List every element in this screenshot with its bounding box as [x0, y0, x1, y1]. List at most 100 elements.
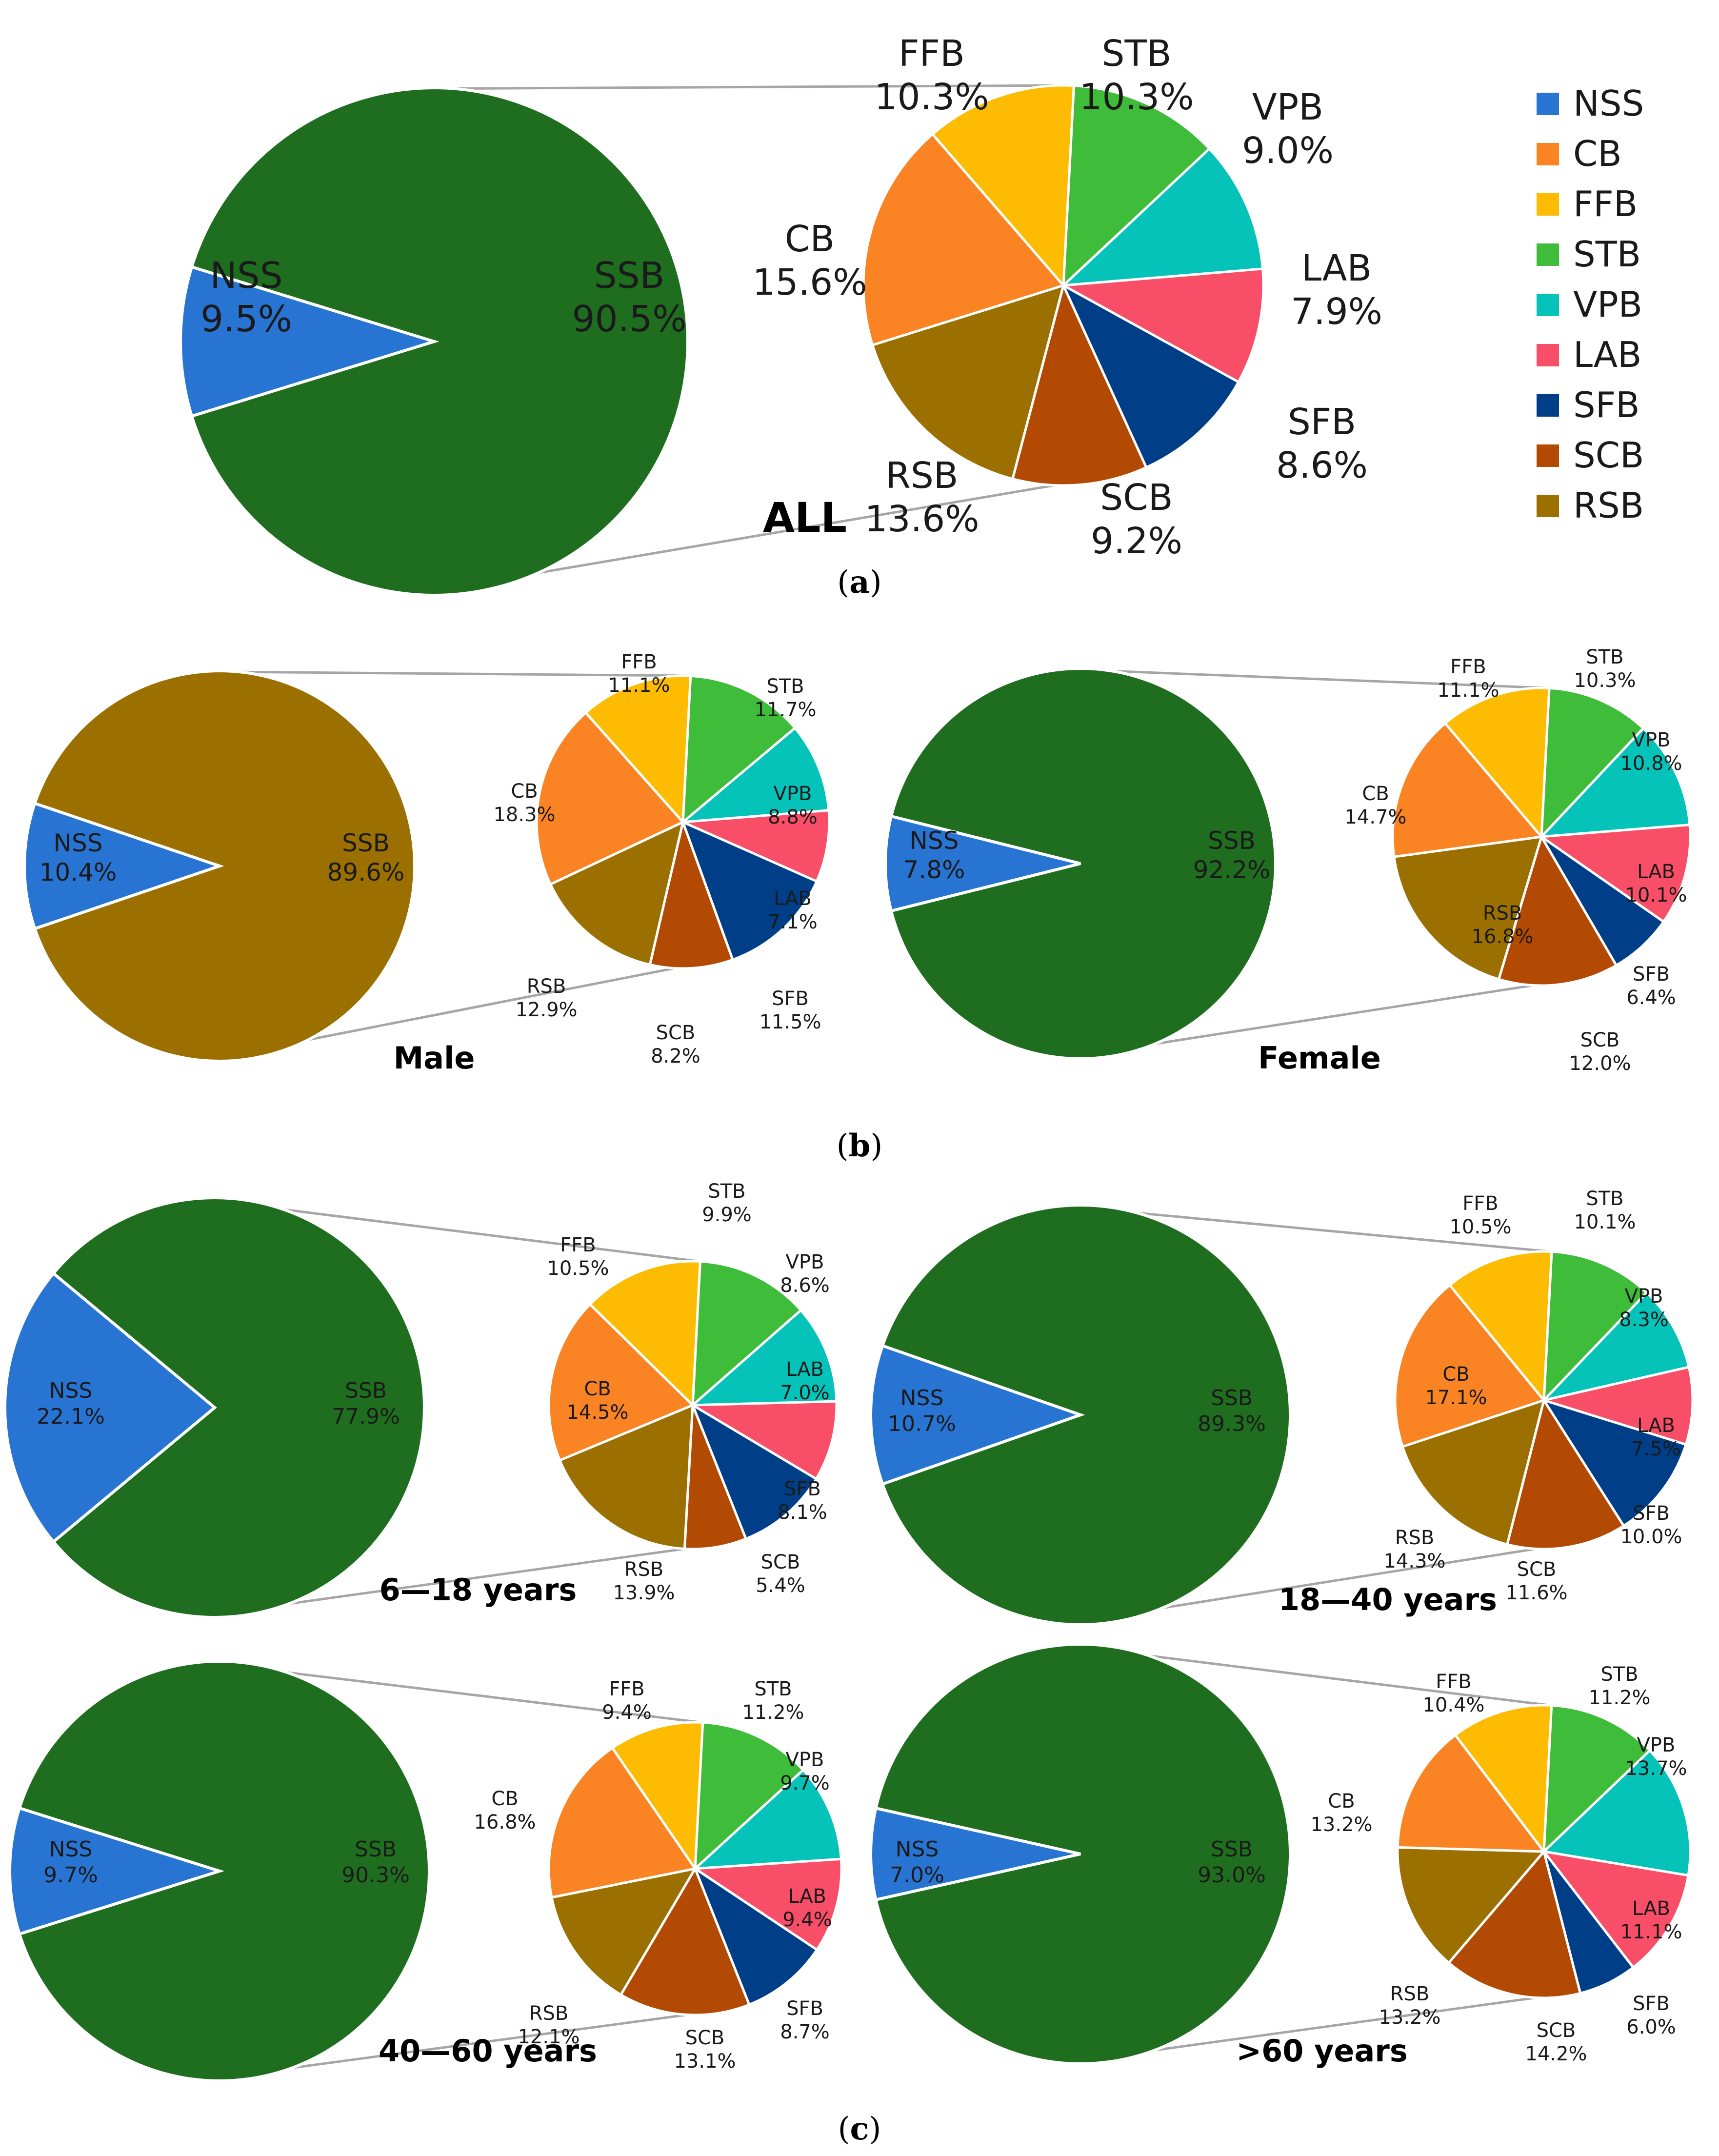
sub-label-cb: CB 14.7% — [1344, 783, 1406, 828]
sub-slice-ffb — [588, 1260, 702, 1408]
sub-slice-scb — [1505, 1397, 1626, 1551]
sub-label-stb: STB 10.1% — [1574, 1188, 1636, 1233]
sub-label-lab: LAB 11.1% — [1620, 1897, 1682, 1943]
sub-label-cb: CB 13.2% — [1310, 1790, 1372, 1836]
sub-slice-stb — [1542, 1250, 1649, 1404]
sub-label-stb: STB 9.9% — [702, 1180, 752, 1226]
sub-label-vpb: VPB 9.0% — [1242, 86, 1334, 172]
sub-slice-cb — [1394, 1283, 1546, 1449]
sub-label-cb: CB 18.3% — [493, 780, 555, 826]
sub-label-sfb: SFB 10.0% — [1620, 1502, 1682, 1548]
sub-slice-vpb — [1538, 726, 1691, 839]
main-slice-ssb — [880, 1204, 1292, 1626]
sub-label-lab: LAB 9.4% — [782, 1885, 832, 1931]
legend-swatch-ffb — [1537, 193, 1559, 216]
sub-label-vpb: VPB 10.8% — [1620, 729, 1682, 775]
sub-slice-rsb — [558, 1403, 694, 1551]
sub-label-sfb: SFB 8.7% — [780, 1997, 830, 2043]
sub-label-vpb: VPB 8.3% — [1619, 1285, 1669, 1331]
sub-label-cb: CB 16.8% — [474, 1788, 536, 1834]
sub-slice-vpb — [1540, 1290, 1691, 1403]
legend-swatch-scb — [1537, 444, 1559, 467]
sub-label-stb: STB 10.3% — [1079, 33, 1194, 118]
sub-slice-cb — [862, 132, 1066, 347]
legend-swatch-lab — [1537, 344, 1559, 366]
main-label-ssb: SSB 89.3% — [1198, 1386, 1266, 1436]
sub-slice-ffb — [1453, 1704, 1553, 1855]
connector-line-top — [412, 84, 1069, 90]
legend: NSS CB FFB STB VPB LAB SFB SCB RSB — [1537, 83, 1644, 526]
main-label-nss: NSS 9.5% — [200, 255, 292, 340]
sub-slice-lab — [682, 809, 831, 883]
sub-slice-stb — [681, 674, 797, 825]
main-label-nss: NSS 9.7% — [43, 1837, 98, 1888]
legend-swatch-vpb — [1537, 294, 1559, 316]
sub-label-rsb: RSB 14.3% — [1383, 1527, 1445, 1572]
sub-label-ffb: FFB 10.5% — [547, 1234, 609, 1280]
sub-slice-scb — [1497, 833, 1618, 987]
legend-swatch-rsb — [1537, 495, 1559, 517]
legend-label-rsb: RSB — [1573, 485, 1644, 526]
main-slice-ssb — [51, 1196, 426, 1619]
chart-title: Female — [1258, 1040, 1381, 1076]
main-label-ssb: SSB 90.3% — [341, 1837, 410, 1888]
sub-label-scb: SCB 12.0% — [1569, 1029, 1631, 1075]
sub-label-scb: SCB 14.2% — [1525, 2019, 1587, 2065]
legend-swatch-cb — [1537, 143, 1559, 165]
sub-slice-rsb — [549, 820, 685, 967]
sub-label-rsb: RSB 12.1% — [518, 2002, 580, 2048]
sub-slice-cb — [1391, 721, 1544, 858]
main-label-nss: NSS 10.7% — [888, 1386, 956, 1436]
legend-label-ffb: FFB — [1573, 183, 1638, 224]
sub-slice-ffb — [1443, 686, 1551, 840]
sub-label-scb: SCB 5.4% — [756, 1551, 805, 1597]
sub-label-lab: LAB 7.0% — [780, 1358, 830, 1404]
legend-label-sfb: SFB — [1573, 384, 1640, 425]
chart-title: 18—40 years — [1279, 1582, 1497, 1617]
sub-slice-sfb — [690, 1402, 818, 1541]
sub-label-ffb: FFB 10.3% — [874, 33, 989, 118]
sub-slice-vpb — [1060, 147, 1264, 287]
sub-label-lab: LAB 7.9% — [1291, 247, 1382, 333]
sub-slice-stb — [691, 1260, 803, 1408]
sub-slice-scb — [619, 1866, 751, 2016]
main-label-ssb: SSB 89.6% — [327, 829, 405, 887]
sub-label-rsb: RSB 12.9% — [515, 975, 577, 1021]
sub-label-rsb: RSB 16.8% — [1471, 902, 1533, 948]
chart-title: >60 years — [1236, 2033, 1408, 2069]
sub-slice-stb — [1542, 1704, 1652, 1855]
sub-label-ffb: FFB 11.1% — [1437, 656, 1499, 702]
main-slice-nss — [179, 265, 440, 418]
sub-slice-vpb — [1541, 1749, 1692, 1877]
connector-line-top — [202, 670, 688, 677]
sub-slice-lab — [688, 1400, 838, 1481]
sub-slice-ffb — [1448, 1250, 1553, 1404]
main-label-ssb: SSB 93.0% — [1198, 1837, 1266, 1888]
sub-label-ffb: FFB 11.1% — [608, 651, 670, 697]
sub-label-ffb: FFB 10.5% — [1449, 1192, 1511, 1238]
legend-label-cb: CB — [1573, 133, 1622, 174]
sub-label-cb: CB 14.5% — [566, 1378, 628, 1424]
main-slice-nss — [23, 801, 224, 931]
main-slice-nss — [8, 1806, 225, 1936]
chart-title: 6—18 years — [380, 1572, 577, 1608]
main-slice-nss — [883, 814, 1081, 913]
legend-swatch-nss — [1537, 93, 1559, 115]
sub-slice-lab — [1538, 823, 1692, 924]
sub-slice-stb — [694, 1721, 805, 1872]
connector-line-top — [1063, 668, 1547, 689]
sub-slice-lab — [1059, 267, 1265, 384]
main-label-nss: NSS 10.4% — [40, 829, 117, 887]
charts-layer: NSS 9.5% SSB 90.5% CB 15.6% FFB 10.3% STB 10.3% VP… — [3, 33, 1694, 2082]
sub-label-rsb: RSB 13.6% — [864, 455, 979, 540]
sub-label-scb: SCB 13.1% — [674, 2027, 736, 2073]
caption-b: (b) — [837, 1128, 883, 1164]
main-label-ssb: SSB 92.2% — [1193, 826, 1271, 884]
legend-label-vpb: VPB — [1573, 284, 1642, 325]
legend-label-nss: NSS — [1573, 83, 1644, 124]
main-label-ssb: SSB 77.9% — [332, 1378, 400, 1429]
sub-label-sfb: SFB 6.4% — [1626, 963, 1676, 1009]
main-slice-nss — [869, 1806, 1081, 1902]
chart-title: 40—60 years — [379, 2033, 597, 2069]
sub-label-vpb: VPB 8.8% — [768, 783, 818, 828]
